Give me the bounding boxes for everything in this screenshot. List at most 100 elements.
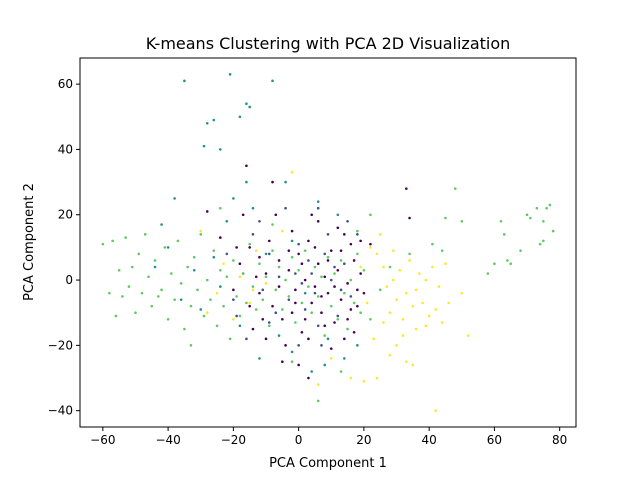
data-point bbox=[232, 259, 235, 262]
data-point bbox=[264, 282, 268, 285]
data-point bbox=[427, 314, 431, 318]
data-point bbox=[261, 288, 265, 292]
data-point bbox=[369, 246, 372, 249]
data-point bbox=[310, 370, 313, 373]
data-point bbox=[333, 272, 336, 275]
data-point bbox=[316, 206, 320, 210]
data-point bbox=[414, 327, 418, 331]
data-point bbox=[408, 216, 411, 220]
data-point bbox=[502, 233, 506, 236]
data-point bbox=[238, 314, 242, 318]
data-point bbox=[277, 285, 281, 288]
data-point bbox=[212, 249, 216, 252]
data-point bbox=[192, 255, 196, 259]
data-point bbox=[183, 327, 186, 331]
data-point bbox=[545, 206, 548, 210]
data-point bbox=[421, 301, 424, 305]
data-point bbox=[101, 242, 105, 246]
data-point bbox=[372, 337, 375, 341]
data-point bbox=[134, 311, 137, 315]
data-point bbox=[199, 229, 203, 233]
data-point bbox=[339, 249, 343, 252]
data-point bbox=[166, 317, 170, 321]
data-point bbox=[349, 376, 353, 380]
data-point bbox=[362, 268, 366, 272]
data-point bbox=[277, 334, 281, 337]
data-point bbox=[310, 311, 313, 315]
data-point bbox=[336, 213, 340, 217]
data-point bbox=[189, 344, 193, 347]
data-point bbox=[287, 298, 291, 301]
data-point bbox=[313, 265, 317, 269]
data-point bbox=[267, 324, 271, 328]
data-point bbox=[271, 180, 274, 184]
data-point bbox=[323, 275, 327, 279]
data-point bbox=[362, 379, 366, 383]
data-point bbox=[375, 252, 379, 256]
data-point bbox=[356, 233, 359, 236]
data-point bbox=[267, 321, 271, 324]
data-point bbox=[382, 321, 385, 324]
data-point bbox=[385, 285, 389, 288]
data-point bbox=[329, 278, 333, 282]
data-point bbox=[248, 105, 251, 109]
data-point bbox=[303, 317, 307, 321]
data-point bbox=[388, 311, 392, 315]
data-point bbox=[310, 213, 313, 217]
data-point bbox=[284, 344, 287, 347]
data-point bbox=[196, 288, 199, 292]
data-point bbox=[238, 275, 242, 279]
y-axis-label: PCA Component 2 bbox=[22, 183, 37, 301]
data-point bbox=[329, 304, 333, 308]
data-point bbox=[339, 298, 343, 301]
data-point bbox=[316, 262, 320, 266]
data-point bbox=[294, 272, 297, 275]
data-point bbox=[359, 311, 362, 315]
data-point bbox=[316, 219, 320, 223]
data-point bbox=[313, 291, 317, 295]
data-point bbox=[388, 353, 392, 357]
data-points bbox=[101, 73, 555, 412]
data-point bbox=[284, 278, 287, 282]
data-point bbox=[316, 383, 320, 386]
data-point bbox=[238, 262, 242, 266]
data-point bbox=[199, 233, 203, 236]
data-point bbox=[356, 252, 359, 256]
data-point bbox=[359, 272, 362, 275]
data-point bbox=[405, 291, 408, 295]
data-point bbox=[411, 304, 415, 308]
data-point bbox=[202, 144, 206, 148]
data-point bbox=[320, 311, 323, 315]
data-point bbox=[251, 206, 255, 210]
y-tick-label: −40 bbox=[48, 404, 73, 418]
data-point bbox=[271, 79, 274, 83]
data-point bbox=[238, 324, 242, 328]
data-point bbox=[307, 337, 310, 341]
data-point bbox=[440, 321, 444, 324]
data-point bbox=[307, 239, 310, 243]
data-point bbox=[235, 295, 238, 298]
x-tick-label: 60 bbox=[487, 433, 502, 447]
data-point bbox=[261, 317, 265, 321]
data-point bbox=[143, 233, 147, 236]
data-point bbox=[535, 206, 539, 210]
data-point bbox=[140, 291, 144, 295]
data-point bbox=[179, 282, 183, 285]
x-tick-label: 0 bbox=[295, 433, 303, 447]
data-point bbox=[336, 268, 340, 272]
data-point bbox=[408, 259, 411, 262]
data-point bbox=[228, 73, 232, 76]
data-point bbox=[395, 298, 398, 301]
data-point bbox=[290, 360, 294, 363]
data-point bbox=[414, 288, 418, 292]
data-point bbox=[166, 246, 170, 249]
data-point bbox=[369, 242, 372, 246]
data-point bbox=[153, 259, 157, 262]
data-point bbox=[303, 308, 307, 311]
data-point bbox=[290, 255, 294, 259]
data-point bbox=[329, 357, 333, 360]
data-point bbox=[264, 275, 268, 279]
data-point bbox=[290, 229, 294, 233]
data-point bbox=[264, 272, 268, 275]
